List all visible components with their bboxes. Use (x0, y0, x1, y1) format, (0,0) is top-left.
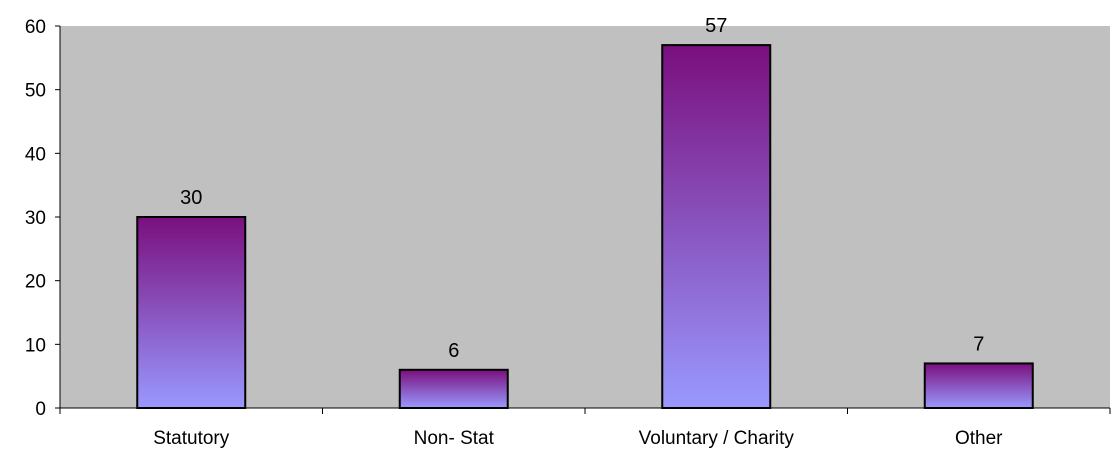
data-label-2: 6 (448, 340, 459, 362)
data-label-3: 57 (705, 15, 727, 37)
y-tick-label: 30 (25, 208, 46, 229)
category-label-2: Non- Stat (414, 428, 495, 449)
y-tick-label: 50 (25, 81, 46, 102)
bar-4 (923, 362, 1034, 409)
category-label-1: Statutory (153, 428, 230, 449)
data-labels: 30 6 57 7 (180, 15, 984, 362)
y-tick-label: 20 (25, 272, 46, 293)
bar-1 (136, 216, 247, 409)
data-label-4: 7 (973, 333, 984, 355)
category-label-3: Voluntary / Charity (639, 428, 795, 449)
bars (136, 44, 1034, 409)
category-label-4: Other (955, 428, 1003, 449)
bar-3 (661, 44, 772, 409)
bar-2 (398, 368, 509, 409)
category-labels: Statutory Non- Stat Voluntary / Charity Oth… (153, 428, 1003, 449)
y-axis: 0 10 20 30 40 50 60 (25, 17, 61, 420)
y-tick-label: 0 (35, 399, 46, 420)
y-tick-label: 60 (25, 17, 46, 38)
data-label-1: 30 (180, 187, 202, 209)
y-tick-label: 40 (25, 144, 46, 165)
y-tick-label: 10 (25, 335, 46, 356)
